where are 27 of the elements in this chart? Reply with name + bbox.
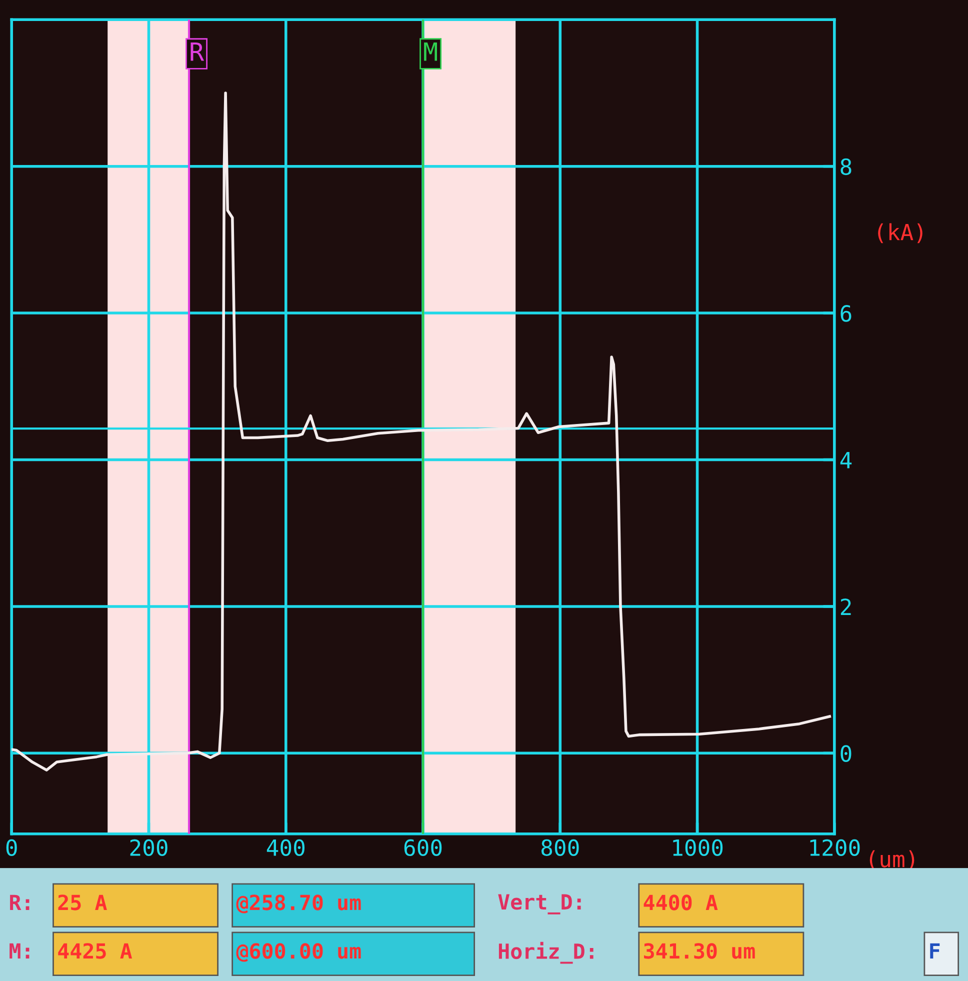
y-tick-label: 4 — [840, 452, 852, 468]
x-tick-label: 800 — [542, 839, 579, 856]
x-tick-label: 200 — [130, 839, 168, 856]
text: Vert_D: — [498, 894, 581, 914]
y-tick-label: 6 — [840, 305, 852, 322]
ref-line-label: R — [190, 42, 204, 61]
x-tick-label: 0 — [6, 839, 17, 856]
x-axis-title: (um) — [870, 850, 914, 870]
x-tick-label: 600 — [404, 839, 442, 856]
text: Horiz_D: — [498, 942, 594, 964]
text: 341.30 um — [644, 943, 755, 959]
x-tick-label: 400 — [266, 839, 305, 856]
y-axis-title: (kA) — [878, 223, 922, 244]
text: @258.70 um — [236, 894, 361, 914]
x-tick-label: 1200 — [810, 839, 860, 856]
text: 25 A — [58, 894, 107, 910]
text: @600.00 um — [236, 943, 361, 962]
text: 4425 A — [58, 943, 132, 959]
y-tick-label: 2 — [840, 598, 851, 615]
text: R: — [10, 894, 30, 910]
ref-line-label: M — [424, 42, 437, 61]
text: M: — [10, 943, 30, 959]
text: 4400 A — [644, 894, 718, 910]
text: F — [930, 943, 940, 959]
x-tick-label: 1000 — [673, 839, 723, 856]
y-tick-label: 0 — [840, 745, 852, 762]
y-tick-label: 8 — [840, 158, 852, 176]
